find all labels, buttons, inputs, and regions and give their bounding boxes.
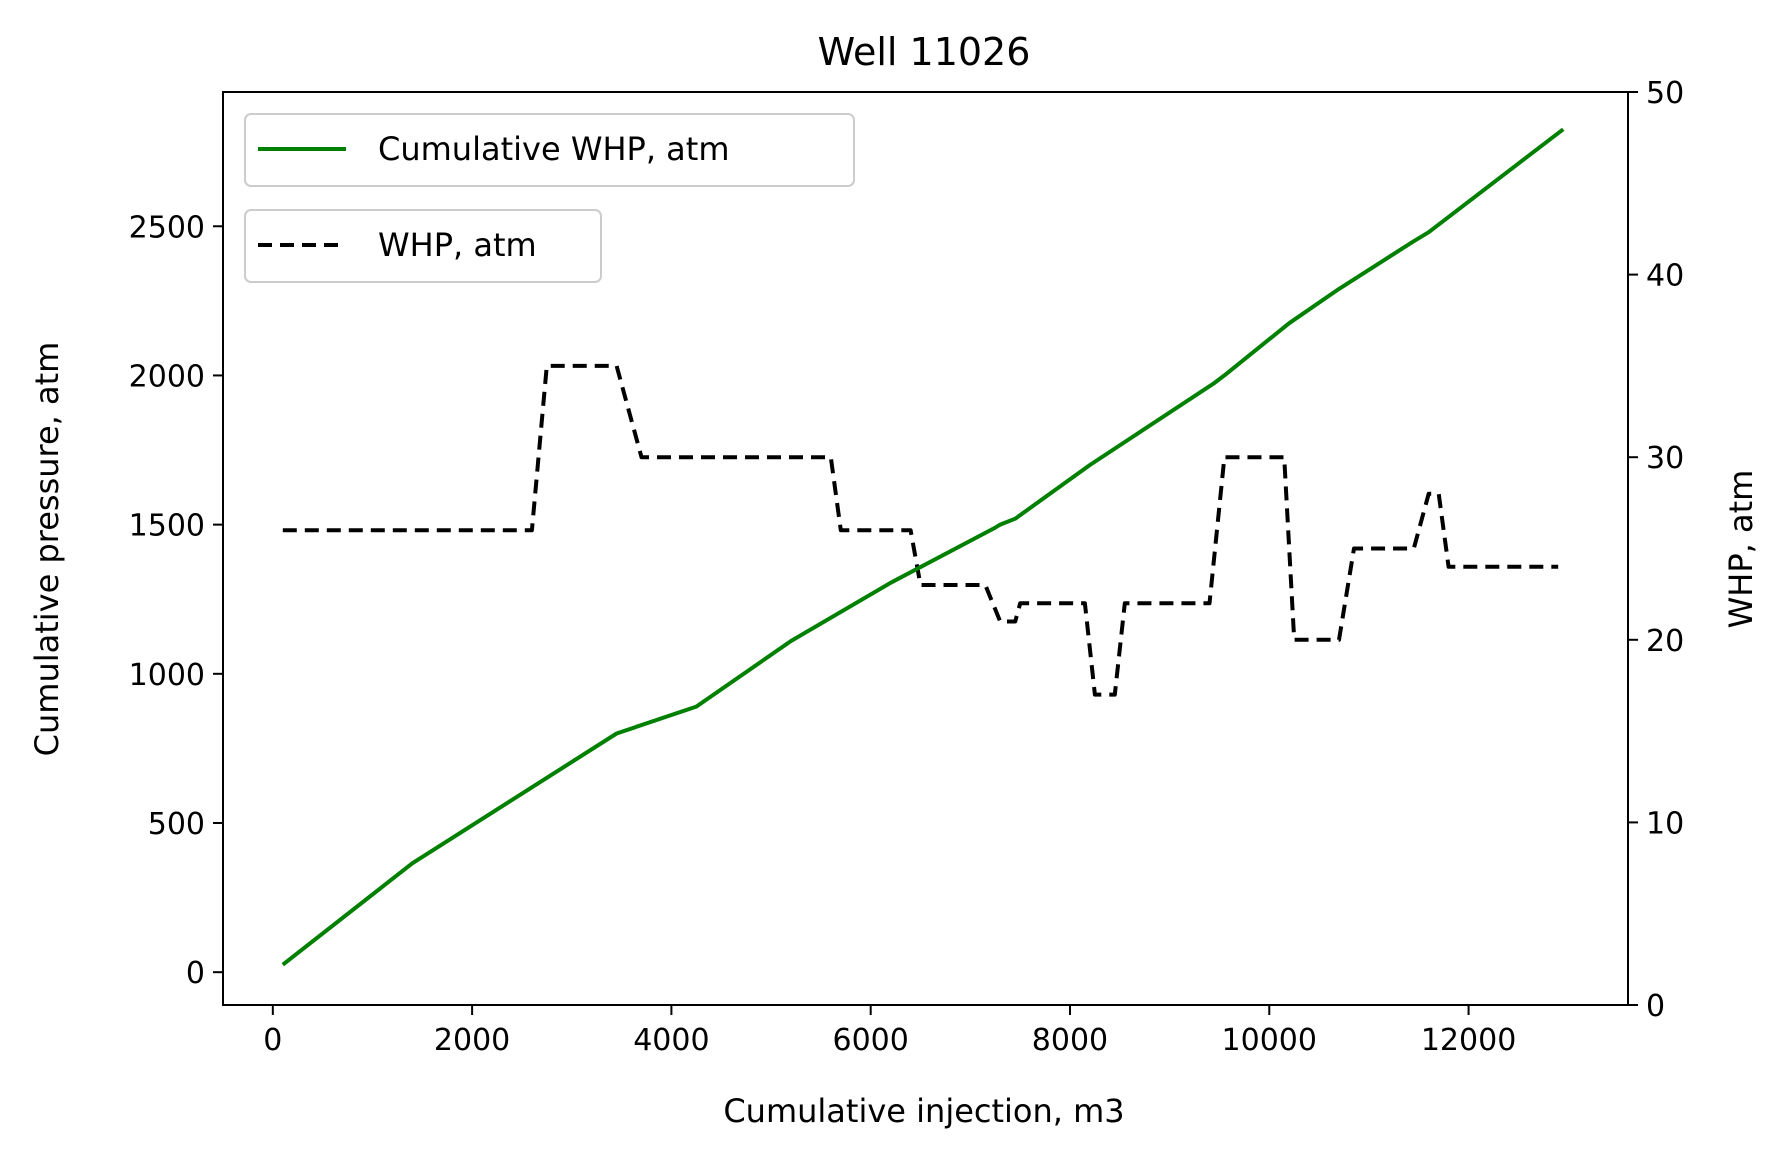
y-tick-label: 2500 — [129, 210, 205, 245]
y-tick-label: 500 — [148, 807, 205, 842]
y2-tick-label: 0 — [1646, 989, 1665, 1024]
legend-box — [244, 113, 855, 187]
x-tick-label: 0 — [263, 1023, 282, 1058]
y2-tick-label: 10 — [1646, 806, 1684, 841]
x-tick-label: 12000 — [1421, 1023, 1516, 1058]
y-axis-right: 0 10 20 30 40 50 — [1628, 76, 1684, 1024]
y2-tick-label: 40 — [1646, 259, 1684, 294]
x-axis-label: Cumulative injection, m3 — [723, 1092, 1124, 1130]
x-tick-label: 4000 — [633, 1023, 709, 1058]
series-layer — [281, 127, 1565, 967]
x-tick-label: 6000 — [833, 1023, 909, 1058]
x-axis: 0 2000 4000 6000 8000 10000 12000 — [263, 1005, 1516, 1058]
y-tick-label: 1500 — [129, 509, 205, 544]
x-tick-label: 2000 — [434, 1023, 510, 1058]
y-tick-label: 1000 — [129, 658, 205, 693]
x-tick-label: 8000 — [1032, 1023, 1108, 1058]
y-axis-label: Cumulative pressure, atm — [28, 342, 66, 757]
series-line-whp — [282, 363, 1559, 697]
y2-tick-label: 50 — [1646, 76, 1684, 111]
legend-whp: WHP, atm — [244, 209, 602, 283]
series-line-cumulative-whp — [281, 127, 1565, 967]
y2-tick-label: 20 — [1646, 624, 1684, 659]
x-tick-label: 10000 — [1222, 1023, 1317, 1058]
legend-cumulative-whp: Cumulative WHP, atm — [244, 113, 855, 187]
y-axis-left: 0 500 1000 1500 2000 2500 — [129, 210, 223, 991]
chart-title: Well 11026 — [818, 30, 1031, 74]
y2-axis-label: WHP, atm — [1722, 470, 1760, 629]
plot-frame — [222, 91, 1629, 1006]
legend-label-whp: WHP, atm — [378, 226, 537, 264]
legend-label-cumulative-whp: Cumulative WHP, atm — [378, 130, 729, 168]
y-tick-label: 0 — [186, 956, 205, 991]
y2-tick-label: 30 — [1646, 441, 1684, 476]
legend-box — [244, 209, 602, 283]
y-tick-label: 2000 — [129, 359, 205, 394]
